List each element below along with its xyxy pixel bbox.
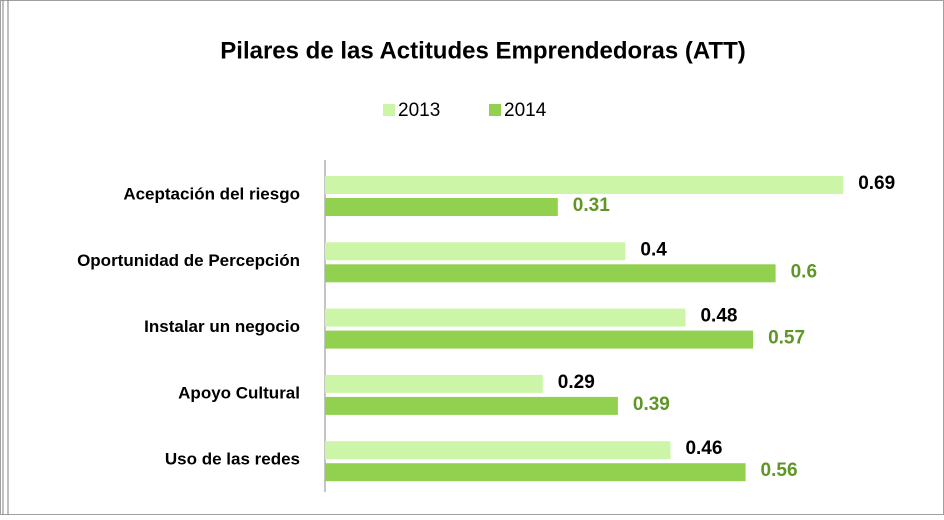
- legend-swatch: [489, 104, 501, 116]
- legend-swatch: [383, 104, 395, 116]
- legend-label: 2014: [504, 100, 547, 121]
- value-label: 0.39: [633, 394, 670, 415]
- bar: [325, 242, 626, 261]
- category-label: Apoyo Cultural: [178, 383, 300, 402]
- category-label: Aceptación del riesgo: [123, 184, 300, 203]
- bar: [325, 198, 558, 216]
- value-label: 0.56: [761, 460, 798, 481]
- value-label: 0.4: [640, 239, 667, 260]
- bar: [325, 264, 776, 283]
- legend-label: 2013: [398, 100, 440, 121]
- bar: [325, 396, 618, 415]
- chart-title: Pilares de las Actitudes Emprendedoras (…: [220, 37, 745, 64]
- bar: [325, 308, 686, 327]
- bar: [325, 374, 543, 393]
- value-label: 0.57: [768, 328, 805, 349]
- value-label: 0.48: [700, 306, 737, 327]
- bar: [325, 463, 746, 482]
- value-label: 0.31: [573, 195, 610, 216]
- bar: [325, 330, 754, 349]
- category-label: Oportunidad de Percepción: [77, 251, 300, 270]
- bar: [325, 441, 671, 460]
- bar: [325, 176, 844, 194]
- value-label: 0.29: [558, 372, 595, 393]
- category-label: Instalar un negocio: [144, 317, 300, 336]
- value-label: 0.46: [685, 438, 722, 459]
- value-label: 0.6: [791, 261, 817, 282]
- value-label: 0.69: [858, 173, 895, 194]
- category-label: Uso de las redes: [165, 450, 300, 469]
